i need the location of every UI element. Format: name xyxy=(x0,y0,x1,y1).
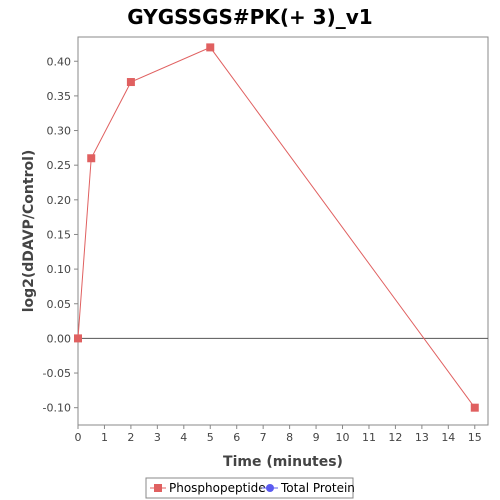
y-tick-label: 0.25 xyxy=(47,159,72,172)
series-layer xyxy=(74,43,479,412)
x-tick-label: 9 xyxy=(313,431,320,444)
x-tick-label: 0 xyxy=(75,431,82,444)
legend-item-phosphopeptide: Phosphopeptide xyxy=(150,481,266,495)
x-tick-label: 14 xyxy=(441,431,455,444)
legend: Phosphopeptide Total Protein xyxy=(145,477,355,499)
x-tick-label: 15 xyxy=(468,431,482,444)
x-tick-label: 12 xyxy=(388,431,402,444)
y-tick-label: 0.20 xyxy=(47,194,72,207)
legend-marker-phosphopeptide xyxy=(154,484,162,492)
x-tick-label: 6 xyxy=(233,431,240,444)
data-point xyxy=(470,403,479,412)
x-tick-label: 4 xyxy=(180,431,187,444)
x-tick-label: 11 xyxy=(362,431,376,444)
legend-item-total-protein: Total Protein xyxy=(262,481,355,495)
plot-frame xyxy=(77,36,489,426)
x-axis: 0 1 2 3 4 5 6 7 8 9 10 11 12 13 14 15 xyxy=(75,425,482,444)
x-tick-label: 13 xyxy=(415,431,429,444)
x-tick-label: 2 xyxy=(127,431,134,444)
x-axis-label: Time (minutes) xyxy=(223,454,343,470)
legend-label-total-protein: Total Protein xyxy=(280,481,355,495)
y-tick-label: 0.15 xyxy=(47,228,72,241)
x-tick-label: 10 xyxy=(336,431,350,444)
legend-label-phosphopeptide: Phosphopeptide xyxy=(169,481,266,495)
y-tick-label: 0.10 xyxy=(47,263,72,276)
y-tick-label: -0.05 xyxy=(43,367,71,380)
x-tick-label: 5 xyxy=(207,431,214,444)
y-tick-label: 0.35 xyxy=(47,90,72,103)
y-tick-label: 0.00 xyxy=(47,332,72,345)
y-axis-label: log2(dDAVP/Control) xyxy=(21,150,37,313)
y-axis: -0.10 -0.05 0.00 0.05 0.10 0.15 0.20 0.25 0.30 0.… xyxy=(43,55,78,415)
x-tick-label: 8 xyxy=(286,431,293,444)
y-tick-label: 0.30 xyxy=(47,125,72,138)
data-point xyxy=(87,154,96,163)
chart-title: GYGSSGS#PK(+ 3)_v1 xyxy=(127,5,372,29)
plot-area: -0.10 -0.05 0.00 0.05 0.10 0.15 0.20 0.25 0.30 0.… xyxy=(43,36,489,444)
y-tick-label: 0.40 xyxy=(47,55,72,68)
y-tick-label: -0.10 xyxy=(43,402,71,415)
x-tick-label: 1 xyxy=(101,431,108,444)
x-tick-label: 7 xyxy=(260,431,267,444)
legend-marker-total-protein xyxy=(266,484,274,492)
legend-frame xyxy=(145,477,354,499)
data-point xyxy=(206,43,215,52)
data-point xyxy=(126,78,135,87)
data-point xyxy=(74,334,82,343)
x-tick-label: 3 xyxy=(154,431,161,444)
y-tick-label: 0.05 xyxy=(47,298,72,311)
